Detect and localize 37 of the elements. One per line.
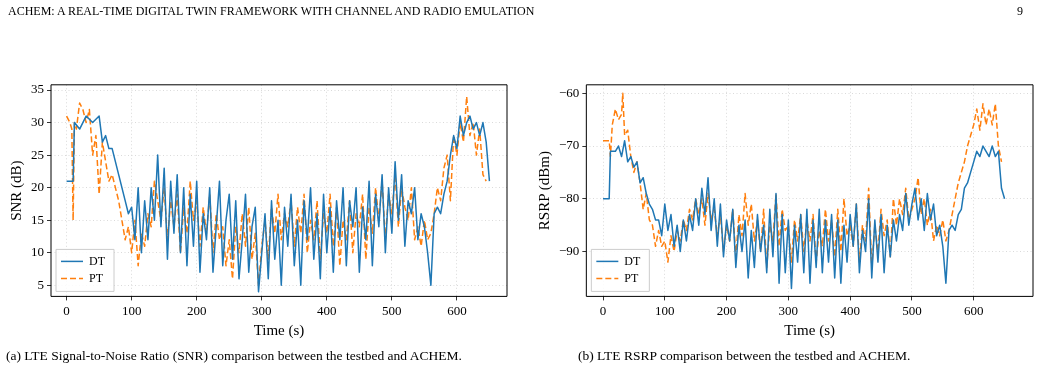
y-tick-label: −90 — [558, 242, 580, 258]
y-tick-label: 30 — [31, 113, 44, 129]
x-tick-label: 100 — [655, 302, 675, 318]
x-tick-label: 500 — [382, 302, 402, 318]
x-tick-label: 200 — [716, 302, 737, 318]
y-tick-label: 25 — [31, 146, 44, 162]
y-tick-label: −60 — [558, 84, 580, 100]
y-tick-label: 10 — [31, 244, 44, 260]
y-tick-label: 20 — [31, 179, 44, 195]
x-tick-label: 600 — [447, 302, 467, 318]
legend-label: DT — [89, 253, 106, 268]
y-tick-label: 15 — [31, 211, 44, 227]
y-tick-label: 35 — [31, 81, 44, 97]
x-tick-label: 500 — [902, 302, 922, 318]
y-axis-title: SNR (dB) — [7, 160, 25, 221]
y-axis-title: RSRP (dBm) — [535, 151, 553, 231]
x-tick-label: 300 — [252, 302, 272, 318]
x-axis-title: Time (s) — [784, 321, 836, 339]
legend-label: DT — [624, 253, 641, 268]
text: 9 — [1017, 4, 1023, 19]
text: (a) LTE Signal-to-Noise Ratio (SNR) comparison between the testbed and ACHEM. — [6, 348, 463, 364]
x-tick-label: 200 — [186, 302, 207, 318]
y-tick-label: −80 — [558, 190, 580, 206]
x-tick-label: 400 — [317, 302, 337, 318]
legend-label: PT — [624, 270, 640, 285]
text: ACHEM: A REAL-TIME DIGITAL TWIN FRAMEWORK WITH CHANNEL AND RADIO EMULATION — [8, 4, 535, 19]
y-tick-label: −70 — [558, 137, 580, 153]
x-axis-title: Time (s) — [253, 321, 305, 339]
x-tick-label: 0 — [599, 302, 607, 318]
x-tick-label: 100 — [121, 302, 142, 318]
x-tick-label: 600 — [963, 302, 984, 318]
y-tick-label: 5 — [37, 276, 44, 292]
x-tick-label: 400 — [840, 302, 860, 318]
legend-label: PT — [89, 270, 104, 285]
x-tick-label: 300 — [778, 302, 799, 318]
x-tick-label: 0 — [63, 302, 70, 318]
text: (b) LTE RSRP comparison between the testbed and ACHEM. — [578, 348, 912, 364]
